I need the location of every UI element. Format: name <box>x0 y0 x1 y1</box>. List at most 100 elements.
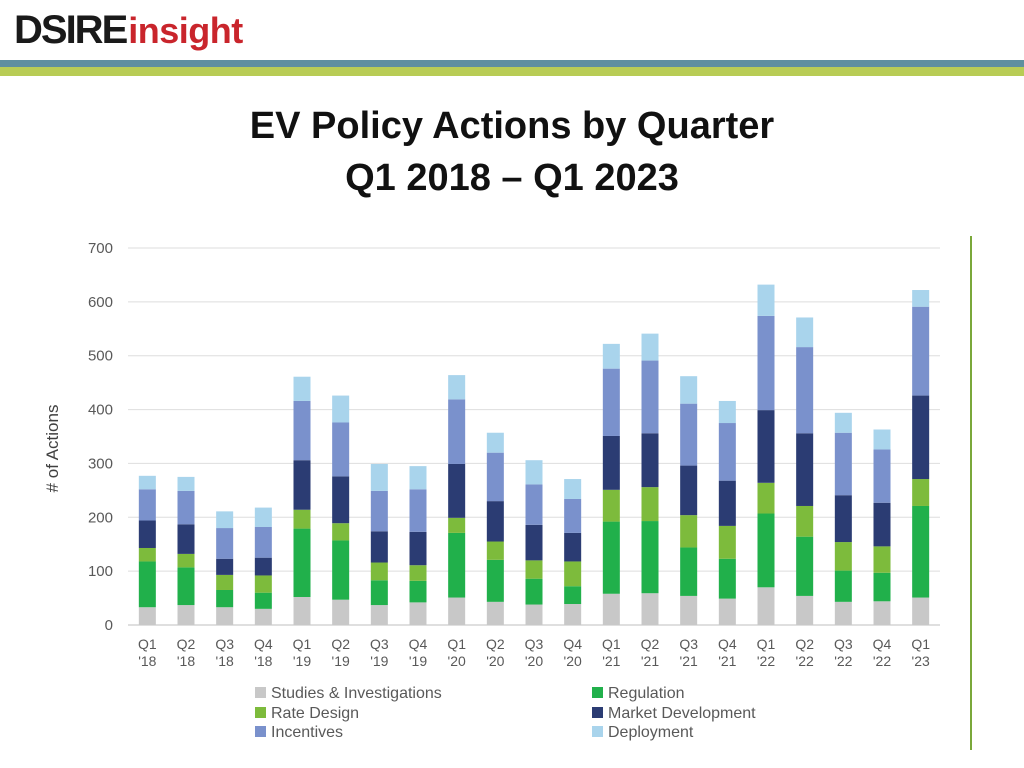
bar-segment <box>409 531 427 566</box>
bar-segment <box>370 490 388 532</box>
x-tick-label: Q3 <box>834 636 853 652</box>
bar-segment <box>641 521 659 594</box>
x-tick-label: Q3 <box>679 636 698 652</box>
bar-segment <box>486 452 504 502</box>
x-tick-label-year: '19 <box>409 653 427 669</box>
bar-segment <box>718 598 736 625</box>
bar-segment <box>138 547 156 562</box>
bar-segment <box>602 489 620 522</box>
x-tick-label-year: '22 <box>834 653 852 669</box>
bar-segment <box>602 521 620 594</box>
bar-segment <box>293 509 311 529</box>
legend-label: Deployment <box>608 724 694 741</box>
bar-segment <box>370 463 388 491</box>
legend-label: Market Development <box>608 705 756 722</box>
bar-segment <box>332 476 350 524</box>
legend-label: Studies & Investigations <box>271 685 442 702</box>
x-tick-label: Q4 <box>718 636 737 652</box>
bar-segment <box>641 487 659 522</box>
x-tick-label-year: '19 <box>332 653 350 669</box>
bar-segment <box>718 525 736 559</box>
x-tick-label-year: '22 <box>796 653 814 669</box>
x-tick-label: Q1 <box>447 636 466 652</box>
logo: DSIRE insight <box>14 8 243 60</box>
bar-segment <box>448 463 466 518</box>
bar-segment <box>216 558 234 575</box>
bar-segment <box>602 593 620 625</box>
bar-segment <box>564 532 582 562</box>
bar-segment <box>834 432 852 496</box>
x-tick-label: Q1 <box>293 636 312 652</box>
bar-segment <box>873 429 891 450</box>
bar-segment <box>177 524 195 554</box>
x-tick-label-year: '21 <box>718 653 736 669</box>
bar-segment <box>834 495 852 543</box>
bar-segment <box>177 605 195 625</box>
bar-segment <box>757 513 775 588</box>
x-tick-label-year: '18 <box>138 653 156 669</box>
bar-segment <box>254 526 272 558</box>
bar-segment <box>525 484 543 525</box>
bar-segment <box>680 515 698 548</box>
bar-segment <box>254 575 272 593</box>
x-tick-label-year: '20 <box>564 653 582 669</box>
bar-segment <box>564 603 582 625</box>
bar-segment <box>254 557 272 576</box>
bar-segment <box>564 586 582 604</box>
bar-segment <box>370 580 388 606</box>
bar-segment <box>216 589 234 608</box>
bar-segment <box>641 333 659 361</box>
bar-segment <box>177 553 195 568</box>
x-tick-label: Q1 <box>138 636 157 652</box>
bar-segment <box>834 412 852 433</box>
bar-segment <box>718 400 736 424</box>
bar-segment <box>796 347 814 434</box>
bar-segment <box>486 432 504 453</box>
bar-segment <box>796 536 814 596</box>
bar-segment <box>525 604 543 625</box>
x-tick-label: Q4 <box>254 636 273 652</box>
bar-segment <box>873 449 891 503</box>
bar-segment <box>834 601 852 625</box>
y-tick-label: 200 <box>88 509 113 526</box>
bar-segment <box>718 480 736 526</box>
header-rule-green <box>0 67 1024 76</box>
bar-segment <box>138 561 156 608</box>
bar-segment <box>796 505 814 537</box>
x-tick-label-year: '20 <box>525 653 543 669</box>
bar-segment <box>138 607 156 625</box>
x-tick-label: Q2 <box>641 636 660 652</box>
slide-divider-line <box>970 236 972 750</box>
bar-segment <box>525 560 543 579</box>
bar-segment <box>602 343 620 369</box>
bar-segment <box>486 541 504 560</box>
bar-segment <box>332 422 350 477</box>
x-tick-label-year: '18 <box>254 653 272 669</box>
bar-segment <box>757 284 775 316</box>
bar-segment <box>680 403 698 466</box>
bar-segment <box>448 532 466 598</box>
bar-segment <box>796 595 814 625</box>
bar-segment <box>718 558 736 599</box>
title-line-1: EV Policy Actions by Quarter <box>249 105 775 147</box>
x-tick-label: Q1 <box>911 636 930 652</box>
y-tick-label: 700 <box>88 240 113 257</box>
bar-segment <box>486 601 504 625</box>
bar-segment <box>216 528 234 559</box>
x-tick-label: Q4 <box>563 636 582 652</box>
bar-segment <box>757 315 775 411</box>
x-tick-label-year: '21 <box>680 653 698 669</box>
y-tick-label: 100 <box>88 563 113 580</box>
bar-segment <box>409 489 427 532</box>
bar-segment <box>332 523 350 541</box>
bar-segment <box>641 433 659 488</box>
bar-segment <box>564 498 582 533</box>
x-tick-label: Q1 <box>602 636 621 652</box>
bar-segment <box>293 376 311 401</box>
x-tick-label: Q2 <box>795 636 814 652</box>
bar-segment <box>177 567 195 606</box>
legend-label: Regulation <box>608 685 685 702</box>
legend-swatch <box>592 687 603 698</box>
bar-segment <box>525 578 543 605</box>
bar-segment <box>370 605 388 625</box>
